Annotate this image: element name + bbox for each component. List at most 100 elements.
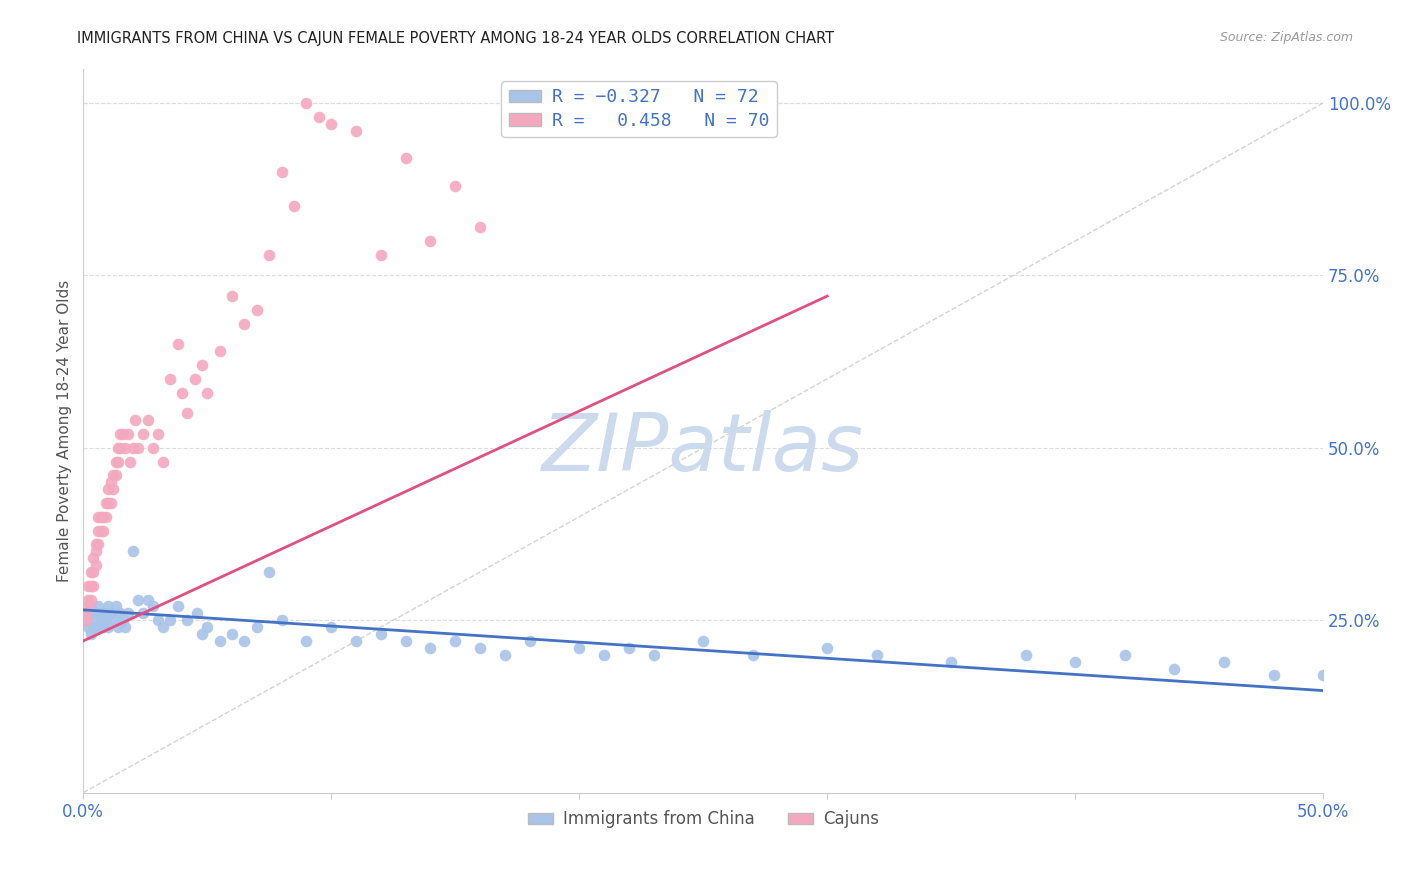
Point — [84, 613, 107, 627]
Point — [142, 599, 165, 614]
Text: IMMIGRANTS FROM CHINA VS CAJUN FEMALE POVERTY AMONG 18-24 YEAR OLDS CORRELATION : IMMIGRANTS FROM CHINA VS CAJUN FEMALE PO… — [77, 31, 834, 46]
Point — [593, 648, 616, 662]
Point — [110, 441, 132, 455]
Point — [1163, 661, 1185, 675]
Point — [90, 607, 112, 621]
Point — [84, 537, 107, 551]
Point — [101, 613, 124, 627]
Point — [100, 475, 122, 490]
Point — [692, 634, 714, 648]
Point — [110, 427, 132, 442]
Text: Source: ZipAtlas.com: Source: ZipAtlas.com — [1219, 31, 1353, 45]
Point — [172, 385, 194, 400]
Point — [77, 599, 100, 614]
Point — [82, 620, 104, 634]
Point — [80, 592, 103, 607]
Point — [195, 385, 218, 400]
Point — [1014, 648, 1036, 662]
Point — [308, 110, 330, 124]
Point — [295, 95, 318, 110]
Point — [122, 441, 145, 455]
Point — [127, 592, 149, 607]
Point — [101, 482, 124, 496]
Point — [233, 634, 256, 648]
Point — [246, 620, 269, 634]
Point — [208, 344, 231, 359]
Point — [80, 565, 103, 579]
Point — [77, 579, 100, 593]
Point — [259, 248, 281, 262]
Point — [87, 524, 110, 538]
Point — [208, 634, 231, 648]
Y-axis label: Female Poverty Among 18-24 Year Olds: Female Poverty Among 18-24 Year Olds — [58, 279, 72, 582]
Point — [468, 640, 491, 655]
Point — [94, 509, 117, 524]
Point — [91, 509, 114, 524]
Point — [117, 427, 139, 442]
Point — [815, 640, 838, 655]
Point — [1064, 655, 1087, 669]
Point — [107, 441, 129, 455]
Point — [283, 199, 305, 213]
Point — [395, 151, 418, 165]
Point — [87, 509, 110, 524]
Point — [142, 441, 165, 455]
Point — [419, 640, 441, 655]
Point — [80, 579, 103, 593]
Point — [246, 302, 269, 317]
Point — [84, 607, 107, 621]
Point — [1114, 648, 1136, 662]
Point — [94, 613, 117, 627]
Point — [866, 648, 889, 662]
Point — [519, 634, 541, 648]
Point — [468, 220, 491, 235]
Point — [494, 648, 516, 662]
Point — [101, 468, 124, 483]
Point — [132, 427, 155, 442]
Point — [97, 496, 120, 510]
Point — [90, 524, 112, 538]
Point — [321, 620, 343, 634]
Point — [127, 441, 149, 455]
Point — [152, 620, 174, 634]
Point — [344, 634, 367, 648]
Point — [114, 441, 136, 455]
Point — [97, 482, 120, 496]
Point — [184, 372, 207, 386]
Point — [94, 607, 117, 621]
Point — [84, 544, 107, 558]
Point — [104, 455, 127, 469]
Point — [941, 655, 963, 669]
Point — [77, 620, 100, 634]
Point — [1312, 668, 1334, 682]
Point — [132, 607, 155, 621]
Point — [270, 613, 292, 627]
Point — [122, 544, 145, 558]
Point — [77, 607, 100, 621]
Point — [87, 537, 110, 551]
Point — [124, 413, 146, 427]
Point — [419, 234, 441, 248]
Point — [344, 123, 367, 137]
Point — [100, 496, 122, 510]
Point — [91, 620, 114, 634]
Point — [146, 427, 169, 442]
Point — [321, 117, 343, 131]
Point — [87, 599, 110, 614]
Point — [94, 496, 117, 510]
Point — [643, 648, 665, 662]
Point — [159, 613, 181, 627]
Point — [191, 358, 214, 372]
Point — [87, 620, 110, 634]
Point — [444, 178, 467, 193]
Point — [117, 607, 139, 621]
Point — [221, 627, 243, 641]
Point — [80, 627, 103, 641]
Point — [100, 607, 122, 621]
Point — [75, 607, 97, 621]
Point — [295, 634, 318, 648]
Point — [111, 427, 134, 442]
Point — [159, 372, 181, 386]
Point — [444, 634, 467, 648]
Point — [568, 640, 591, 655]
